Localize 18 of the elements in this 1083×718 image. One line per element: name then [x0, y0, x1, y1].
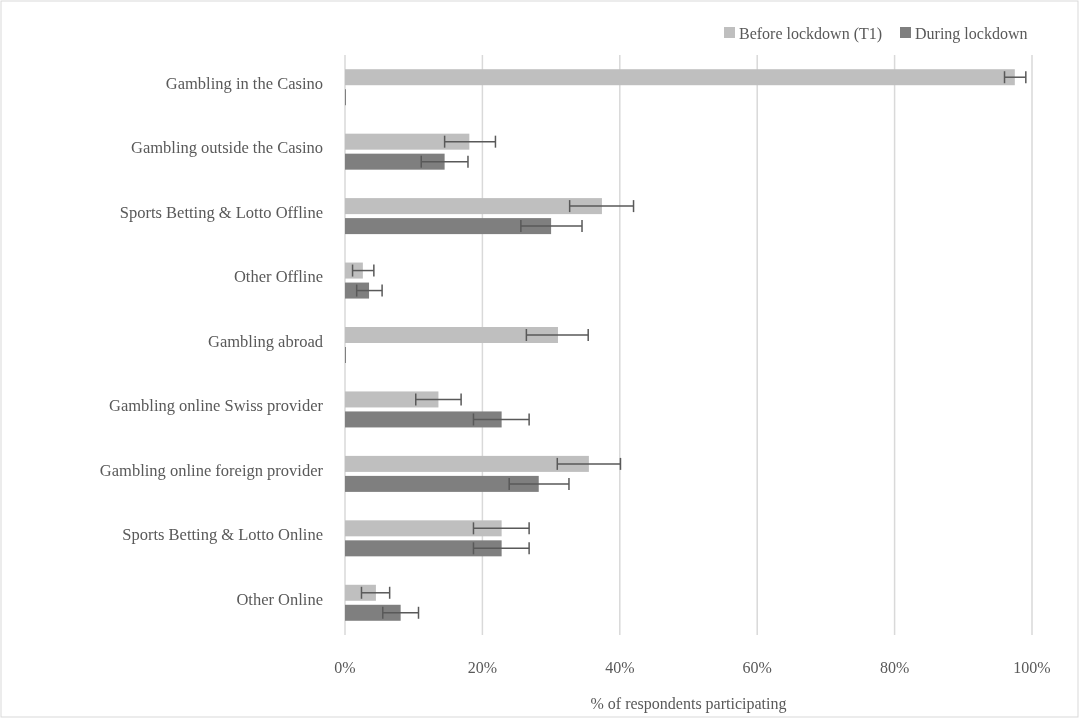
y-tick-label: Gambling online Swiss provider: [108, 396, 324, 416]
x-tick-label: 40%: [605, 658, 635, 676]
x-tick-label: 80%: [879, 658, 910, 676]
y-tick-label: Sports Betting & Lotto Offline: [119, 202, 323, 222]
y-tick-label: Gambling outside the Casino: [130, 138, 323, 158]
x-tick-label: 60%: [742, 658, 772, 676]
y-tick-label: Other Offline: [233, 267, 323, 287]
legend-label: During lockdown: [915, 24, 1028, 43]
y-tick-label: Gambling abroad: [207, 331, 324, 351]
x-axis-title: % of respondents participating: [590, 694, 787, 713]
y-tick-label: Gambling online foreign provider: [99, 460, 324, 480]
x-tick-label: 100%: [1013, 658, 1051, 676]
y-tick-label: Other Online: [236, 589, 323, 609]
x-tick-label: 0%: [334, 658, 356, 676]
x-tick-label: 20%: [467, 658, 498, 676]
y-tick-label: Gambling in the Casino: [165, 74, 323, 93]
legend-label: Before lockdown (T1): [739, 24, 883, 43]
y-tick-label: Sports Betting & Lotto Online: [122, 525, 323, 545]
